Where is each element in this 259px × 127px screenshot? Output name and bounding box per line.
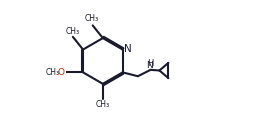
Text: H: H xyxy=(147,59,153,68)
Text: CH₃: CH₃ xyxy=(85,14,99,23)
Text: CH₃: CH₃ xyxy=(66,27,80,36)
Text: N: N xyxy=(147,61,153,70)
Text: N: N xyxy=(124,44,132,54)
Text: CH₃: CH₃ xyxy=(96,100,110,109)
Text: CH₃: CH₃ xyxy=(46,68,60,77)
Text: O: O xyxy=(57,68,64,77)
